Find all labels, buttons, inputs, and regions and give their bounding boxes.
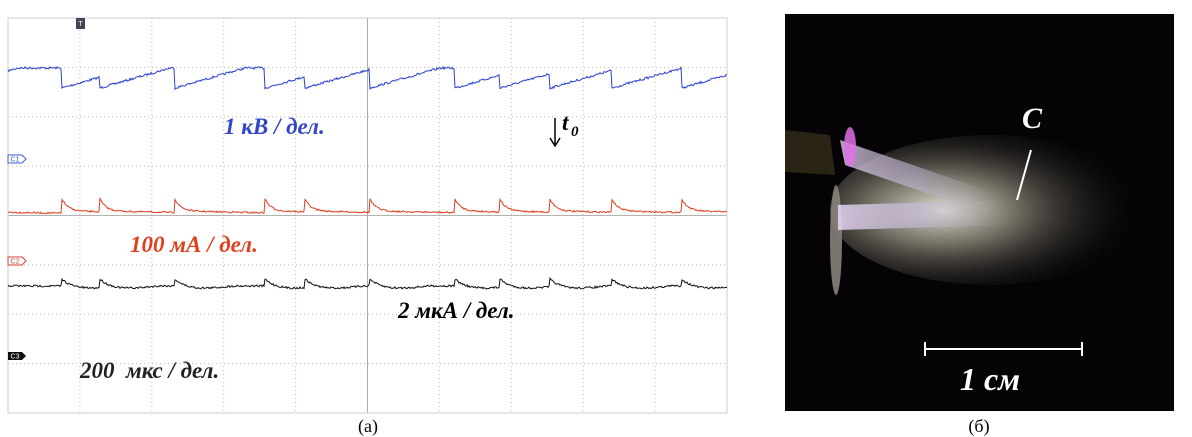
t0-subscript: 0 [571,124,579,140]
t0-arrowhead [549,137,561,148]
probe-scale: 2 мкА / дел. [397,298,515,323]
photo-panel: C 1 см [785,14,1174,411]
plasma-jet [838,200,1010,230]
channel-label: C2 [11,259,20,266]
t0-marker: t 0 [549,110,579,148]
screen-border [7,17,728,414]
caption: (а) [358,416,378,437]
trigger-box [76,18,85,29]
scale-bar-label: 1 см [960,361,1020,397]
trigger-label: T [78,21,83,28]
marker-line [1016,149,1032,201]
traces [7,65,728,290]
voltage-trace [7,65,727,91]
c1-box [7,154,27,164]
c2-box [7,256,27,266]
t0-label: t [562,110,569,135]
current-trace [7,196,728,215]
probe-trace [7,276,728,290]
oscilloscope-panel: T C1 C2 C3 1 кВ / дел. t 0 100 мА / дел.… [7,17,728,414]
grid [7,17,728,414]
voltage-scale: 1 кВ / дел. [224,114,325,139]
current-scale: 100 мА / дел. [130,232,258,257]
caption: (б) [968,416,989,437]
discharge-spot [844,127,856,167]
marker-label: C [1022,102,1043,135]
channel-label: C3 [11,354,20,361]
c3-box [8,352,26,360]
plasma-jet [840,140,1000,215]
channel-marker: C1 C2 C3 [7,154,27,361]
trigger-marker: T [76,18,85,29]
electrode [785,130,835,175]
time-scale: 200 мкс / дел. [79,358,219,383]
channel-label: C1 [11,157,20,164]
